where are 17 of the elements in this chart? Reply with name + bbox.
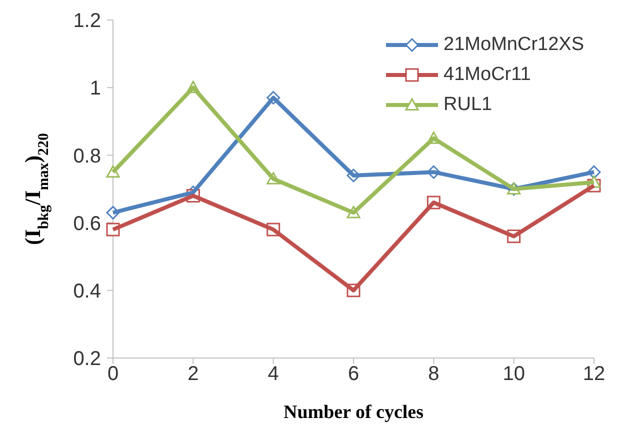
x-axis-title: Number of cycles: [283, 402, 424, 423]
x-tick-label: 8: [428, 363, 440, 386]
y-tick-label: 0.6: [73, 212, 101, 235]
y-tick-label: 0.8: [73, 145, 101, 168]
legend-label: RUL1: [444, 94, 492, 116]
x-tick-label: 6: [348, 363, 360, 386]
y-tick-label: 0.4: [73, 280, 101, 302]
x-tick-label: 10: [502, 363, 525, 386]
x-tick-label: 12: [582, 363, 606, 386]
x-tick-label: 2: [188, 363, 199, 386]
x-tick-label: 4: [268, 363, 279, 386]
x-tick-label: 0: [107, 363, 119, 386]
y-tick-label: 0.2: [73, 348, 101, 370]
y-tick-label: 1.2: [73, 10, 101, 32]
legend-label: 21MoMnCr12XS: [444, 34, 584, 56]
legend-label: 41MoCr11: [444, 64, 531, 86]
y-tick-label: 1: [90, 78, 101, 100]
